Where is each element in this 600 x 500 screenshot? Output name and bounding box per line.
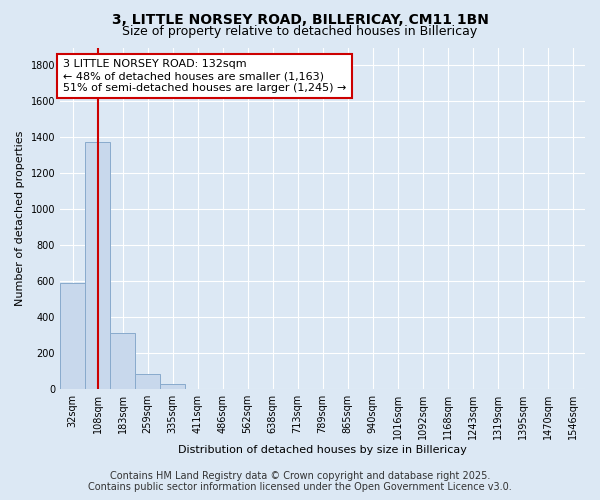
Text: 3 LITTLE NORSEY ROAD: 132sqm
← 48% of detached houses are smaller (1,163)
51% of: 3 LITTLE NORSEY ROAD: 132sqm ← 48% of de…: [62, 60, 346, 92]
Bar: [110, 332, 135, 389]
Bar: [135, 374, 160, 389]
Bar: [60, 283, 85, 389]
X-axis label: Distribution of detached houses by size in Billericay: Distribution of detached houses by size …: [178, 445, 467, 455]
Text: Contains HM Land Registry data © Crown copyright and database right 2025.
Contai: Contains HM Land Registry data © Crown c…: [88, 471, 512, 492]
Text: Size of property relative to detached houses in Billericay: Size of property relative to detached ho…: [122, 25, 478, 38]
Text: 3, LITTLE NORSEY ROAD, BILLERICAY, CM11 1BN: 3, LITTLE NORSEY ROAD, BILLERICAY, CM11 …: [112, 12, 488, 26]
Bar: [85, 142, 110, 389]
Y-axis label: Number of detached properties: Number of detached properties: [15, 130, 25, 306]
Bar: [160, 384, 185, 389]
